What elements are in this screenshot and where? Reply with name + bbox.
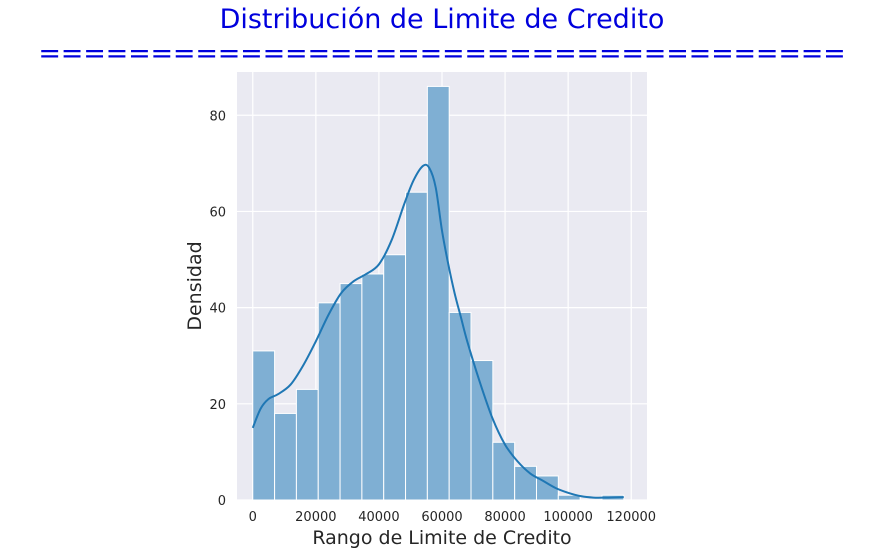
x-tick-label: 20000	[295, 510, 336, 525]
histogram-bar	[274, 412, 297, 501]
x-tick-label: 40000	[358, 510, 399, 525]
histogram-bar	[317, 302, 341, 501]
y-tick-label: 20	[209, 398, 226, 413]
histogram-bar	[339, 283, 363, 501]
histogram-bar	[405, 191, 428, 501]
y-axis-label: Densidad	[184, 241, 206, 330]
y-tick-label: 60	[209, 205, 226, 220]
x-tick-label: 0	[249, 510, 257, 525]
y-tick-labels: 0 20 40 60 80	[209, 109, 226, 509]
histogram-bar	[514, 465, 537, 501]
x-axis-label: Rango de Limite de Credito	[312, 527, 571, 549]
x-tick-label: 60000	[421, 510, 462, 525]
kde-line	[251, 163, 624, 499]
chart-title: Distribución de Limite de Credito	[219, 4, 665, 35]
x-tick-label: 120000	[606, 510, 656, 525]
histogram-bar	[252, 350, 276, 501]
x-tick-labels: 0 20000 40000 60000 80000 100000 120000	[249, 510, 656, 525]
histogram-bar	[492, 441, 516, 501]
histogram-bar	[470, 360, 494, 501]
histogram-bar	[295, 388, 319, 501]
y-tick-label: 0	[218, 494, 226, 509]
x-tick-label: 100000	[543, 510, 593, 525]
histogram-bar	[361, 273, 385, 501]
histogram-bar	[426, 85, 450, 501]
histogram-bar	[535, 475, 559, 501]
title-underline: ====================================	[38, 38, 846, 69]
histogram-bar	[557, 494, 581, 501]
y-tick-label: 40	[209, 302, 226, 317]
histogram-bar	[383, 254, 407, 501]
y-tick-label: 80	[209, 109, 226, 124]
x-tick-label: 80000	[484, 510, 525, 525]
